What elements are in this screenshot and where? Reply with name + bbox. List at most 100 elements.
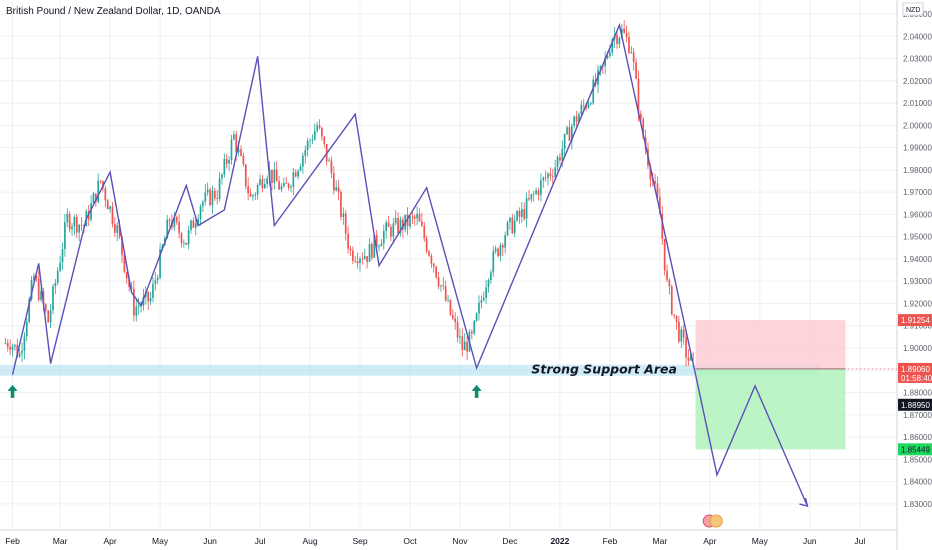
candle-body xyxy=(94,193,97,203)
candle-body xyxy=(340,192,342,217)
candle-body xyxy=(449,299,452,315)
price-tick-label: 1.88000 xyxy=(903,389,932,398)
candle-body xyxy=(118,225,121,237)
candle-body xyxy=(659,197,661,215)
candle-body xyxy=(328,160,330,162)
candle-body xyxy=(673,314,676,316)
candle-body xyxy=(523,209,526,219)
current-price-badge xyxy=(898,362,932,383)
candle-body xyxy=(492,251,495,273)
support-area-label: Strong Support Area xyxy=(531,362,677,377)
candle-body xyxy=(285,183,288,184)
candle-body xyxy=(670,286,673,315)
candle-body xyxy=(66,213,69,223)
candle-body xyxy=(501,245,504,248)
candle-body xyxy=(114,223,116,233)
candle-body xyxy=(11,346,14,350)
candle-body xyxy=(390,226,392,237)
time-tick-label: Jun xyxy=(803,536,817,546)
price-tick-label: 1.83000 xyxy=(903,500,932,509)
candle-body xyxy=(578,114,580,122)
candle-body xyxy=(604,57,606,67)
candle-body xyxy=(223,159,226,175)
candle-body xyxy=(14,344,16,347)
candle-body xyxy=(306,140,309,150)
candle-body xyxy=(563,133,566,149)
candle-body xyxy=(459,336,461,338)
candle-body xyxy=(294,172,297,177)
candle-body xyxy=(154,280,157,284)
price-tick-label: 1.90000 xyxy=(903,344,932,353)
price-tick-label: 1.96000 xyxy=(903,210,932,219)
candles xyxy=(4,20,695,367)
price-tick-label: 2.01000 xyxy=(903,99,932,108)
candle-body xyxy=(28,299,31,322)
candle-body xyxy=(511,217,514,234)
candle-body xyxy=(482,297,485,301)
candle-body xyxy=(663,238,666,271)
time-axis: Feb Mar Apr May Jun Jul Aug Sep Oct Nov Dec 2022 Feb… xyxy=(5,536,865,546)
candle-body xyxy=(130,286,133,289)
candle-body xyxy=(278,181,280,190)
candle-body xyxy=(37,278,40,301)
candle-body xyxy=(678,321,680,342)
candle-body xyxy=(411,216,414,218)
candle-body xyxy=(292,172,295,187)
candle-body xyxy=(568,127,571,141)
candle-body xyxy=(430,255,433,264)
price-tick-label: 1.97000 xyxy=(903,188,932,197)
candle-body xyxy=(513,220,516,234)
candle-body xyxy=(297,170,299,177)
candle-body xyxy=(237,149,240,153)
candle-body xyxy=(209,189,211,206)
candle-body xyxy=(104,188,107,201)
candle-body xyxy=(516,211,518,221)
price-tick-label: 1.91000 xyxy=(903,322,932,331)
candle-body xyxy=(656,183,659,198)
candle-body xyxy=(680,329,683,342)
candle-body xyxy=(173,217,176,228)
stop-loss-zone xyxy=(695,320,846,369)
candle-body xyxy=(342,213,345,217)
candle-body xyxy=(313,130,316,140)
candle-body xyxy=(382,230,385,244)
candle-body xyxy=(52,286,54,311)
time-tick-label: 2022 xyxy=(550,536,569,546)
candle-body xyxy=(159,249,161,278)
candle-body xyxy=(397,218,399,233)
candle-body xyxy=(587,103,590,108)
time-tick-label: Jul xyxy=(854,536,865,546)
candle-body xyxy=(99,180,102,182)
support-price-badge xyxy=(898,398,932,411)
arrow-up-icon xyxy=(7,384,18,398)
price-tick-label: 1.86000 xyxy=(903,433,932,442)
entry-price-badge xyxy=(898,314,932,327)
projection-arrowhead xyxy=(799,497,809,508)
candle-body xyxy=(302,155,304,167)
time-tick-label: Sep xyxy=(352,536,367,546)
candle-body xyxy=(133,288,135,316)
candle-body xyxy=(259,179,261,186)
candle-body xyxy=(75,216,78,233)
candle-body xyxy=(380,243,383,247)
candle-body xyxy=(437,277,440,287)
candle-body xyxy=(309,140,311,142)
candle-body xyxy=(440,285,442,287)
price-tick-label: 1.94000 xyxy=(903,255,932,264)
candle-body xyxy=(244,164,247,187)
candle-body xyxy=(385,222,388,231)
candle-body xyxy=(121,236,123,256)
candle-body xyxy=(363,256,366,260)
candle-body xyxy=(442,285,445,287)
candle-body xyxy=(54,282,57,287)
candle-body xyxy=(628,37,630,53)
candle-body xyxy=(228,159,230,164)
candle-body xyxy=(4,342,7,344)
candle-body xyxy=(318,125,321,128)
candle-body xyxy=(254,194,257,196)
candle-body xyxy=(432,263,435,267)
candle-body xyxy=(356,261,359,264)
candle-body xyxy=(478,302,480,314)
